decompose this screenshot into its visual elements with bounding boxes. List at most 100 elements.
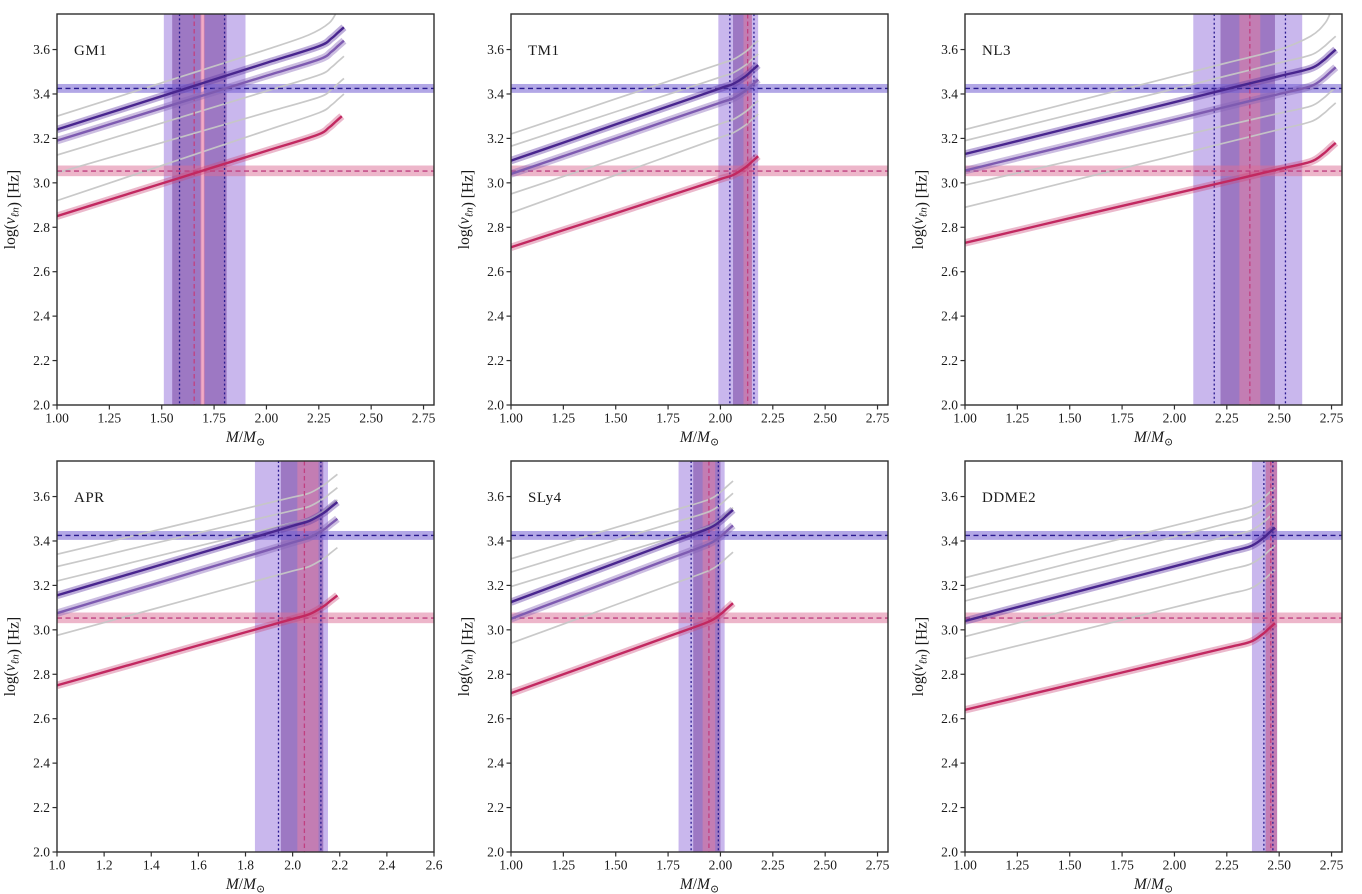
y-tick-label: 3.6 <box>487 489 504 504</box>
x-tick-label: 1.25 <box>1006 411 1030 426</box>
y-tick-label: 2.0 <box>33 398 50 413</box>
y-axis-label: log(νℓn) [Hz] <box>2 170 23 249</box>
y-tick-label: 3.4 <box>33 86 50 101</box>
curve-grey <box>965 487 1276 579</box>
x-tick-label: 2.0 <box>284 858 301 873</box>
curve-grey <box>511 507 734 588</box>
y-tick-label: 2.6 <box>33 264 50 279</box>
x-tick-label: 2.00 <box>1163 858 1187 873</box>
y-tick-label: 3.2 <box>487 578 504 593</box>
x-tick-label: 1.4 <box>143 858 160 873</box>
y-tick-label: 2.8 <box>941 667 958 682</box>
x-tick-label: 2.50 <box>813 411 837 426</box>
y-tick-label: 2.8 <box>941 220 958 235</box>
curve-pink <box>965 141 1337 244</box>
curve-grey <box>511 492 734 573</box>
y-axis-label: log(νℓn) [Hz] <box>910 617 931 696</box>
x-tick-label: 2.50 <box>1267 858 1291 873</box>
panel-label: TM1 <box>528 43 560 59</box>
curve-purple_dark <box>965 526 1276 623</box>
x-tick-label: 2.50 <box>359 411 383 426</box>
y-tick-label: 2.2 <box>487 800 504 815</box>
x-tick-label: 1.00 <box>953 411 977 426</box>
y-tick-label: 3.4 <box>941 533 958 548</box>
x-tick-label: 2.6 <box>426 858 443 873</box>
x-tick-label: 2.00 <box>255 411 279 426</box>
x-tick-label: 1.75 <box>202 411 226 426</box>
y-axis-label: log(νℓn) [Hz] <box>2 617 23 696</box>
y-tick-label: 2.2 <box>941 353 958 368</box>
curve-purple_light <box>511 78 759 176</box>
x-tick-label: 1.00 <box>499 411 523 426</box>
y-tick-label: 2.4 <box>487 309 504 324</box>
y-tick-label: 2.2 <box>941 800 958 815</box>
x-tick-label: 2.50 <box>813 858 837 873</box>
plot-GM1: 1.00 1.25 1.50 1.75 2.00 2.25 2.50 2.75 2.0 2.2 2.… <box>2 13 436 449</box>
curve-grey <box>57 77 345 174</box>
x-tick-label: 2.2 <box>331 858 348 873</box>
panel-TM1: 1.00 1.25 1.50 1.75 2.00 2.25 2.50 2.75 2.0 2.2 2.… <box>454 0 908 449</box>
panel-label: DDME2 <box>982 490 1036 506</box>
plot-SLy4: 1.00 1.25 1.50 1.75 2.00 2.25 2.50 2.75 2.0 2.2 2.… <box>456 460 890 894</box>
x-axis-label: M/M⊙ <box>1133 429 1173 447</box>
x-tick-label: 1.25 <box>98 411 122 426</box>
x-tick-label: 2.00 <box>709 411 733 426</box>
x-tick-label: 1.00 <box>499 858 523 873</box>
curve-grey <box>57 55 345 156</box>
axes-frame <box>510 13 889 406</box>
y-tick-label: 2.4 <box>941 756 958 771</box>
x-tick-label: 2.00 <box>709 858 733 873</box>
x-axis-label: M/M⊙ <box>1133 876 1173 894</box>
x-tick-label: 2.75 <box>1320 858 1344 873</box>
y-tick-label: 2.0 <box>487 398 504 413</box>
x-tick-label: 1.75 <box>656 858 680 873</box>
x-tick-label: 1.2 <box>96 858 113 873</box>
y-tick-label: 2.0 <box>33 845 50 860</box>
y-tick-label: 2.8 <box>487 667 504 682</box>
x-tick-label: 1.0 <box>49 858 66 873</box>
curve-pink <box>57 594 339 687</box>
panel-label: NL3 <box>982 43 1011 59</box>
y-tick-label: 3.0 <box>487 175 504 190</box>
panel-label: SLy4 <box>528 490 562 506</box>
y-axis-label: log(νℓn) [Hz] <box>456 617 477 696</box>
y-tick-label: 3.0 <box>941 622 958 637</box>
y-tick-label: 2.6 <box>33 711 50 726</box>
x-tick-label: 1.50 <box>1058 858 1082 873</box>
x-tick-label: 1.00 <box>953 858 977 873</box>
x-tick-label: 2.25 <box>761 858 785 873</box>
curve-grey <box>511 100 759 195</box>
y-tick-label: 2.2 <box>33 353 50 368</box>
y-tick-label: 3.6 <box>487 42 504 57</box>
x-tick-label: 1.8 <box>237 858 254 873</box>
x-tick-label: 2.75 <box>412 411 436 426</box>
x-tick-label: 1.50 <box>1058 411 1082 426</box>
curve-grey <box>57 486 338 568</box>
x-axis-label: M/M⊙ <box>679 429 719 447</box>
x-tick-label: 1.25 <box>552 858 576 873</box>
curve-grey <box>57 93 345 202</box>
x-tick-label: 2.75 <box>866 411 890 426</box>
x-tick-label: 1.25 <box>1006 858 1030 873</box>
curve-purple_dark <box>965 48 1337 156</box>
y-tick-label: 2.6 <box>487 711 504 726</box>
curve-grey <box>965 511 1276 602</box>
y-tick-label: 3.2 <box>941 578 958 593</box>
curve-purple_light <box>57 39 345 142</box>
x-tick-label: 1.75 <box>656 411 680 426</box>
x-axis-label: M/M⊙ <box>679 876 719 894</box>
curve-grey <box>511 113 759 214</box>
curve-grey <box>57 14 337 118</box>
x-tick-label: 1.25 <box>552 411 576 426</box>
y-tick-label: 3.4 <box>33 533 50 548</box>
x-tick-label: 2.50 <box>1267 411 1291 426</box>
curve-purple_light <box>965 66 1337 172</box>
mass-band-pink <box>1265 461 1278 852</box>
curve-band-purple_dark <box>965 524 1278 625</box>
x-axis-label: M/M⊙ <box>225 429 265 447</box>
axes-frame <box>964 460 1343 853</box>
curve-grey <box>511 551 734 644</box>
x-tick-label: 1.75 <box>1110 411 1134 426</box>
